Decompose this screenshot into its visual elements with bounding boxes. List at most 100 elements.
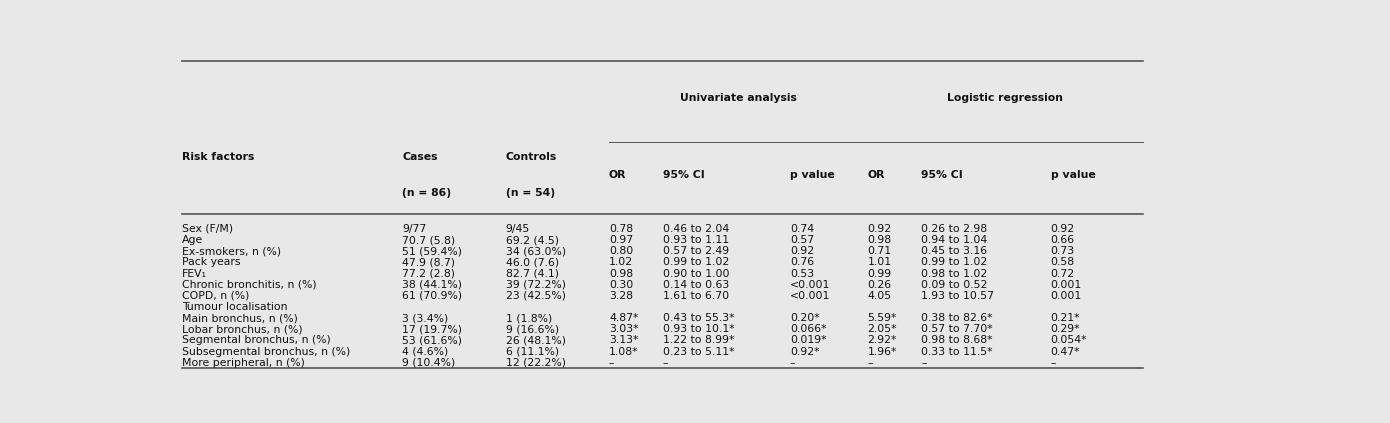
Text: 9 (16.6%): 9 (16.6%) xyxy=(506,324,559,334)
Text: 0.99 to 1.02: 0.99 to 1.02 xyxy=(922,258,988,267)
Text: 0.57 to 2.49: 0.57 to 2.49 xyxy=(663,246,728,256)
Text: 0.30: 0.30 xyxy=(609,280,634,290)
Text: 0.38 to 82.6*: 0.38 to 82.6* xyxy=(922,313,992,323)
Text: 0.53: 0.53 xyxy=(790,269,815,279)
Text: 95% CI: 95% CI xyxy=(663,170,705,180)
Text: OR: OR xyxy=(867,170,885,180)
Text: 0.99 to 1.02: 0.99 to 1.02 xyxy=(663,258,730,267)
Text: 1.61 to 6.70: 1.61 to 6.70 xyxy=(663,291,728,301)
Text: 95% CI: 95% CI xyxy=(922,170,963,180)
Text: 0.92: 0.92 xyxy=(867,224,891,234)
Text: Logistic regression: Logistic regression xyxy=(948,93,1063,103)
Text: 0.29*: 0.29* xyxy=(1051,324,1080,334)
Text: 0.92*: 0.92* xyxy=(790,346,820,357)
Text: 0.99: 0.99 xyxy=(867,269,891,279)
Text: 0.58: 0.58 xyxy=(1051,258,1074,267)
Text: 6 (11.1%): 6 (11.1%) xyxy=(506,346,559,357)
Text: More peripheral, n (%): More peripheral, n (%) xyxy=(182,358,306,368)
Text: 46.0 (7.6): 46.0 (7.6) xyxy=(506,258,559,267)
Text: 0.98: 0.98 xyxy=(609,269,632,279)
Text: 0.33 to 11.5*: 0.33 to 11.5* xyxy=(922,346,992,357)
Text: 17 (19.7%): 17 (19.7%) xyxy=(402,324,461,334)
Text: 70.7 (5.8): 70.7 (5.8) xyxy=(402,235,456,245)
Text: –: – xyxy=(1051,358,1056,368)
Text: 0.97: 0.97 xyxy=(609,235,632,245)
Text: 0.47*: 0.47* xyxy=(1051,346,1080,357)
Text: Subsegmental bronchus, n (%): Subsegmental bronchus, n (%) xyxy=(182,346,350,357)
Text: 0.09 to 0.52: 0.09 to 0.52 xyxy=(922,280,988,290)
Text: 0.92: 0.92 xyxy=(790,246,815,256)
Text: 1.01: 1.01 xyxy=(867,258,891,267)
Text: Chronic bronchitis, n (%): Chronic bronchitis, n (%) xyxy=(182,280,317,290)
Text: –: – xyxy=(867,358,873,368)
Text: 3.13*: 3.13* xyxy=(609,335,638,346)
Text: 0.98 to 1.02: 0.98 to 1.02 xyxy=(922,269,988,279)
Text: 0.066*: 0.066* xyxy=(790,324,827,334)
Text: 0.73: 0.73 xyxy=(1051,246,1074,256)
Text: 0.98: 0.98 xyxy=(867,235,891,245)
Text: 0.98 to 8.68*: 0.98 to 8.68* xyxy=(922,335,992,346)
Text: 0.26 to 2.98: 0.26 to 2.98 xyxy=(922,224,987,234)
Text: 5.59*: 5.59* xyxy=(867,313,897,323)
Text: 9/77: 9/77 xyxy=(402,224,427,234)
Text: 0.001: 0.001 xyxy=(1051,280,1081,290)
Text: 0.23 to 5.11*: 0.23 to 5.11* xyxy=(663,346,734,357)
Text: –: – xyxy=(922,358,927,368)
Text: 0.94 to 1.04: 0.94 to 1.04 xyxy=(922,235,988,245)
Text: 53 (61.6%): 53 (61.6%) xyxy=(402,335,461,346)
Text: 4.05: 4.05 xyxy=(867,291,891,301)
Text: Tumour localisation: Tumour localisation xyxy=(182,302,288,312)
Text: 4 (4.6%): 4 (4.6%) xyxy=(402,346,449,357)
Text: 0.66: 0.66 xyxy=(1051,235,1074,245)
Text: 12 (22.2%): 12 (22.2%) xyxy=(506,358,566,368)
Text: 2.92*: 2.92* xyxy=(867,335,897,346)
Text: 1.93 to 10.57: 1.93 to 10.57 xyxy=(922,291,994,301)
Text: 0.001: 0.001 xyxy=(1051,291,1081,301)
Text: (n = 86): (n = 86) xyxy=(402,187,452,198)
Text: 9/45: 9/45 xyxy=(506,224,530,234)
Text: p value: p value xyxy=(790,170,834,180)
Text: 0.57: 0.57 xyxy=(790,235,815,245)
Text: Pack years: Pack years xyxy=(182,258,240,267)
Text: p value: p value xyxy=(1051,170,1095,180)
Text: 0.72: 0.72 xyxy=(1051,269,1074,279)
Text: Segmental bronchus, n (%): Segmental bronchus, n (%) xyxy=(182,335,331,346)
Text: 0.054*: 0.054* xyxy=(1051,335,1087,346)
Text: 39 (72.2%): 39 (72.2%) xyxy=(506,280,566,290)
Text: 23 (42.5%): 23 (42.5%) xyxy=(506,291,566,301)
Text: 77.2 (2.8): 77.2 (2.8) xyxy=(402,269,455,279)
Text: 0.93 to 1.11: 0.93 to 1.11 xyxy=(663,235,728,245)
Text: <0.001: <0.001 xyxy=(790,280,830,290)
Text: Age: Age xyxy=(182,235,203,245)
Text: 0.78: 0.78 xyxy=(609,224,632,234)
Text: Sex (F/M): Sex (F/M) xyxy=(182,224,234,234)
Text: 2.05*: 2.05* xyxy=(867,324,897,334)
Text: 1.22 to 8.99*: 1.22 to 8.99* xyxy=(663,335,734,346)
Text: 38 (44.1%): 38 (44.1%) xyxy=(402,280,461,290)
Text: Univariate analysis: Univariate analysis xyxy=(680,93,796,103)
Text: Risk factors: Risk factors xyxy=(182,152,254,162)
Text: Cases: Cases xyxy=(402,152,438,162)
Text: Controls: Controls xyxy=(506,152,557,162)
Text: 34 (63.0%): 34 (63.0%) xyxy=(506,246,566,256)
Text: 0.019*: 0.019* xyxy=(790,335,827,346)
Text: 3 (3.4%): 3 (3.4%) xyxy=(402,313,449,323)
Text: –: – xyxy=(663,358,669,368)
Text: 0.45 to 3.16: 0.45 to 3.16 xyxy=(922,246,987,256)
Text: 0.90 to 1.00: 0.90 to 1.00 xyxy=(663,269,730,279)
Text: 69.2 (4.5): 69.2 (4.5) xyxy=(506,235,559,245)
Text: 0.26: 0.26 xyxy=(867,280,891,290)
Text: 1.96*: 1.96* xyxy=(867,346,897,357)
Text: 61 (70.9%): 61 (70.9%) xyxy=(402,291,463,301)
Text: 0.76: 0.76 xyxy=(790,258,815,267)
Text: 82.7 (4.1): 82.7 (4.1) xyxy=(506,269,559,279)
Text: –: – xyxy=(609,358,614,368)
Text: 0.20*: 0.20* xyxy=(790,313,820,323)
Text: 3.28: 3.28 xyxy=(609,291,632,301)
Text: 3.03*: 3.03* xyxy=(609,324,638,334)
Text: 0.57 to 7.70*: 0.57 to 7.70* xyxy=(922,324,992,334)
Text: 0.71: 0.71 xyxy=(867,246,891,256)
Text: 1.02: 1.02 xyxy=(609,258,632,267)
Text: 4.87*: 4.87* xyxy=(609,313,638,323)
Text: 0.43 to 55.3*: 0.43 to 55.3* xyxy=(663,313,734,323)
